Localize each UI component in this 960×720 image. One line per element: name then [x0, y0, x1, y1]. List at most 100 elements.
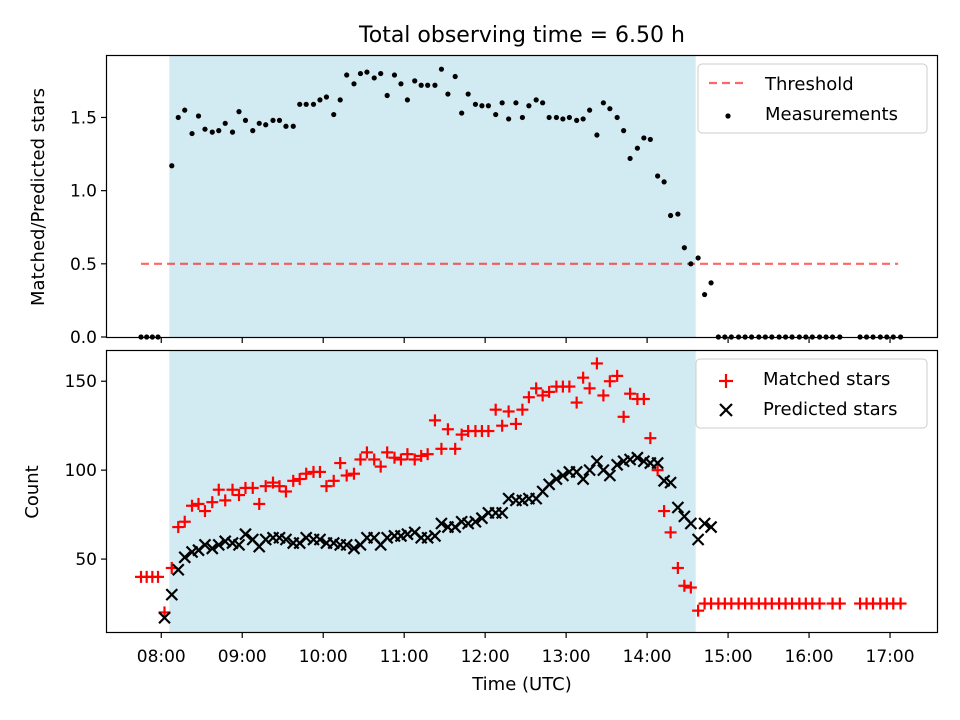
bottom-x-axis: 08:00 09:00 10:00 11:00 12:00 13:00 14:00 15:00… [137, 632, 915, 667]
predicted-star-point [239, 527, 252, 541]
matched-star-point [226, 483, 239, 496]
bottom-legend: Matched stars Predicted stars [695, 358, 928, 429]
matched-star-point [192, 497, 205, 510]
predicted-star-point [542, 478, 556, 491]
matched-star-point [692, 604, 705, 617]
bottom-plot-frame [105, 349, 939, 634]
predicted-star-point [691, 533, 705, 546]
measurement-point [621, 128, 627, 134]
measurement-point [560, 116, 566, 122]
measurement-point [371, 75, 377, 81]
matched-legend-handle [719, 374, 733, 388]
measurement-point [357, 70, 364, 77]
matched-star-point [186, 499, 199, 512]
matched-star-point [664, 526, 677, 539]
matched-star-point [259, 480, 272, 493]
measurement-point [546, 114, 552, 121]
predicted-star-point [158, 611, 171, 625]
matched-star-point [360, 446, 373, 459]
predicted-star-point [178, 551, 192, 564]
matched-star-point [530, 382, 543, 395]
matched-star-point [522, 391, 535, 404]
xtick-label: 09:00 [218, 647, 267, 667]
measurement-point [256, 120, 262, 126]
measurement-point [452, 73, 458, 80]
measurement-point [675, 211, 681, 217]
matched-star-point [287, 474, 300, 487]
measurement-point [688, 261, 694, 267]
measurement-point [479, 103, 485, 109]
measurement-point [270, 117, 276, 123]
measurement-point [519, 114, 526, 121]
measurements-legend-label: Measurements [765, 104, 898, 125]
measurement-point [195, 113, 202, 119]
predicted-star-point [461, 517, 475, 530]
measurement-point [607, 106, 613, 112]
matched-star-point [496, 419, 509, 432]
measurement-point [310, 101, 317, 107]
predicted-star-point [651, 456, 664, 470]
measurement-point [303, 101, 309, 107]
x-axis-label: Time (UTC) [471, 674, 572, 695]
matched-star-point [300, 467, 313, 480]
measurement-point [681, 245, 687, 251]
xtick-label: 17:00 [866, 647, 915, 667]
predicted-star-point [671, 501, 685, 514]
measurement-point [506, 116, 512, 122]
measurement-point [250, 128, 256, 134]
bottom-panel: 50 100 150 08:00 09:00 10:00 11:00 12:00 13:00 1… [22, 349, 939, 695]
matched-star-point [212, 483, 225, 496]
measurement-point [553, 114, 560, 121]
matched-star-point [570, 396, 583, 409]
matched-star-point [536, 389, 549, 402]
measurement-point [384, 92, 390, 99]
matched-star-point [347, 467, 360, 480]
matched-star-point [421, 448, 434, 461]
measurement-point [708, 280, 714, 286]
matched-star-point [320, 480, 333, 493]
matched-star-point [563, 380, 576, 393]
bottom-y-axis-label: Count [22, 465, 43, 518]
predicted-star-point [279, 533, 293, 546]
predicted-legend-label: Predicted stars [763, 399, 897, 420]
matched-star-point [435, 442, 448, 455]
matched-star-point [813, 597, 826, 610]
matched-star-point [449, 442, 462, 455]
measurement-point [317, 97, 323, 103]
measurement-point [574, 117, 580, 123]
predicted-star-point [550, 472, 563, 486]
measurement-point [627, 155, 633, 162]
predicted-star-point [704, 520, 718, 534]
predicted-star-point [421, 531, 434, 545]
measurement-point [600, 100, 606, 106]
measurement-point [189, 130, 195, 137]
measurement-point [169, 163, 175, 169]
predicted-star-point [232, 538, 246, 552]
top-y-axis: 0.0 0.5 1.0 1.5 [70, 108, 107, 348]
predicted-star-point [259, 533, 272, 546]
matched-star-point [637, 393, 650, 406]
predicted-star-point [347, 542, 361, 555]
matched-star-point [198, 505, 211, 518]
matched-star-point [381, 446, 394, 459]
predicted-star-point [698, 517, 711, 530]
predicted-star-point [205, 542, 219, 555]
predicted-star-point [218, 535, 232, 548]
top-x-axis [160, 337, 891, 343]
bottom-legend-box [695, 358, 928, 429]
matched-star-point [253, 497, 266, 510]
matched-star-point [293, 473, 306, 486]
predicted-star-point [380, 531, 394, 545]
predicted-star-point [576, 472, 590, 486]
top-legend: Threshold Measurements [697, 63, 928, 134]
measurement-point [641, 135, 647, 141]
measurement-point [331, 111, 337, 118]
measurement-point [526, 103, 532, 109]
bottom-ytick-label: 100 [65, 461, 97, 481]
xtick-label: 12:00 [461, 647, 510, 667]
matched-star-point [577, 371, 590, 384]
measurement-point [432, 82, 438, 88]
matched-star-point [833, 597, 846, 610]
measurement-point [378, 70, 384, 77]
matched-star-point [543, 385, 556, 398]
